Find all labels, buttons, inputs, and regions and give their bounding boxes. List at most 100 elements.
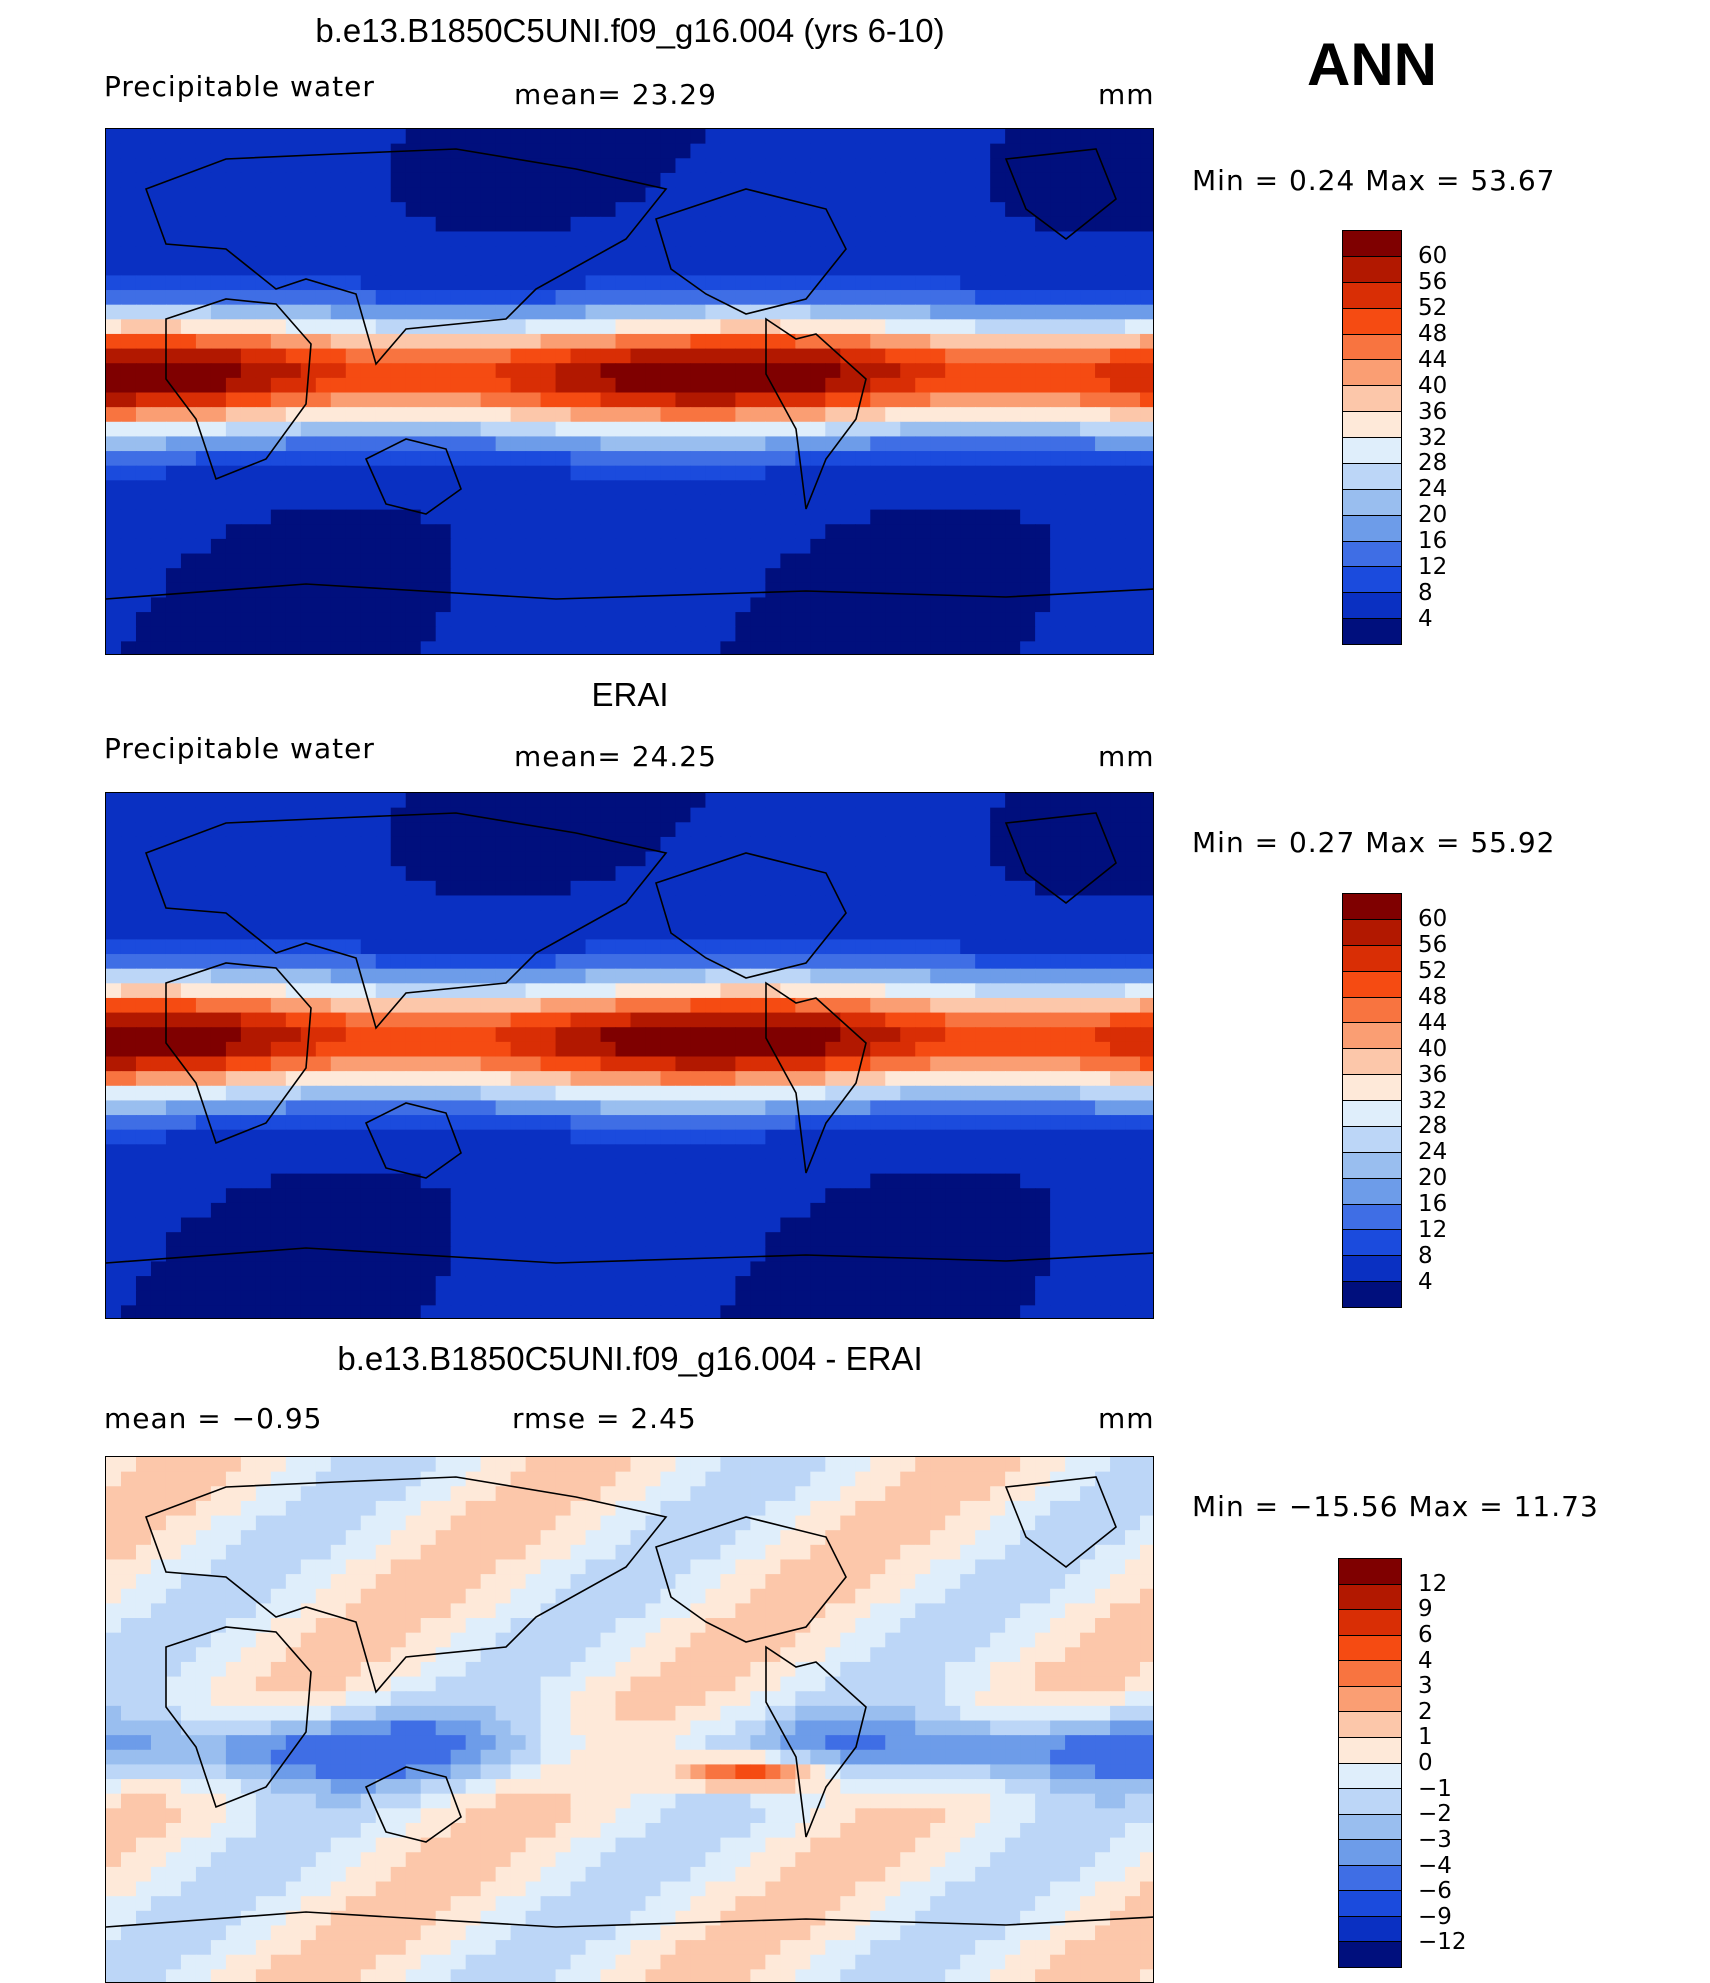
field-cell bbox=[286, 1100, 302, 1115]
field-cell bbox=[855, 969, 871, 984]
field-cell bbox=[196, 1188, 212, 1203]
field-cell bbox=[481, 129, 497, 144]
field-cell bbox=[406, 793, 422, 808]
field-cell bbox=[631, 144, 647, 159]
field-cell bbox=[975, 597, 991, 612]
field-cell bbox=[840, 925, 856, 940]
field-cell bbox=[945, 1100, 961, 1115]
field-cell bbox=[750, 1276, 766, 1291]
field-cell bbox=[1140, 554, 1154, 569]
field-cell bbox=[526, 246, 542, 261]
field-cell bbox=[780, 1247, 796, 1262]
field-cell bbox=[556, 1159, 572, 1174]
field-cell bbox=[1080, 866, 1096, 881]
field-cell bbox=[346, 852, 362, 867]
field-cell bbox=[436, 1174, 452, 1189]
field-cell bbox=[870, 1100, 886, 1115]
field-cell bbox=[421, 466, 437, 481]
field-cell bbox=[391, 349, 407, 364]
field-cell bbox=[945, 1218, 961, 1233]
field-cell bbox=[645, 451, 661, 466]
field-cell bbox=[990, 539, 1006, 554]
field-cell bbox=[526, 1013, 542, 1028]
field-cell bbox=[496, 231, 512, 246]
field-cell bbox=[750, 1247, 766, 1262]
field-cell bbox=[316, 793, 332, 808]
field-cell bbox=[421, 822, 437, 837]
field-cell bbox=[211, 231, 227, 246]
field-cell bbox=[705, 466, 721, 481]
field-cell bbox=[915, 144, 931, 159]
field-cell bbox=[616, 1291, 632, 1306]
field-cell bbox=[975, 910, 991, 925]
field-cell bbox=[675, 334, 691, 349]
field-cell bbox=[915, 1115, 931, 1130]
field-cell bbox=[571, 524, 587, 539]
field-cell bbox=[526, 451, 542, 466]
field-cell bbox=[241, 393, 257, 408]
field-cell bbox=[496, 1291, 512, 1306]
field-cell bbox=[496, 539, 512, 554]
field-cell bbox=[915, 378, 931, 393]
field-cell bbox=[720, 1086, 736, 1101]
field-cell bbox=[675, 1218, 691, 1233]
field-cell bbox=[571, 466, 587, 481]
field-cell bbox=[750, 480, 766, 495]
field-cell bbox=[526, 1115, 542, 1130]
field-cell bbox=[930, 641, 946, 655]
field-cell bbox=[211, 1188, 227, 1203]
field-cell bbox=[690, 173, 706, 188]
field-cell bbox=[436, 808, 452, 823]
field-cell bbox=[301, 925, 317, 940]
field-cell bbox=[301, 1232, 317, 1247]
field-cell bbox=[960, 568, 976, 583]
field-cell bbox=[211, 1013, 227, 1028]
field-cell bbox=[421, 480, 437, 495]
field-cell bbox=[571, 275, 587, 290]
field-cell bbox=[765, 158, 781, 173]
field-cell bbox=[391, 158, 407, 173]
field-cell bbox=[286, 641, 302, 655]
field-cell bbox=[406, 1276, 422, 1291]
field-cell bbox=[511, 1159, 527, 1174]
field-cell bbox=[481, 466, 497, 481]
field-cell bbox=[945, 612, 961, 627]
field-cell bbox=[466, 524, 482, 539]
field-cell bbox=[211, 188, 227, 203]
field-cell bbox=[241, 1276, 257, 1291]
field-cell bbox=[990, 319, 1006, 334]
field-cell bbox=[735, 217, 751, 232]
field-cell bbox=[840, 983, 856, 998]
field-cell bbox=[181, 1086, 197, 1101]
field-cell bbox=[226, 1203, 242, 1218]
field-cell bbox=[1020, 1130, 1036, 1145]
field-cell bbox=[181, 246, 197, 261]
field-cell bbox=[915, 188, 931, 203]
field-cell bbox=[705, 881, 721, 896]
field-cell bbox=[571, 1188, 587, 1203]
field-cell bbox=[750, 290, 766, 305]
field-cell bbox=[226, 554, 242, 569]
field-cell bbox=[376, 202, 392, 217]
field-cell bbox=[990, 910, 1006, 925]
field-cell bbox=[151, 407, 167, 422]
field-cell bbox=[975, 275, 991, 290]
field-cell bbox=[121, 1027, 137, 1042]
field-cell bbox=[511, 793, 527, 808]
field-cell bbox=[376, 275, 392, 290]
field-cell bbox=[660, 808, 676, 823]
field-cell bbox=[631, 422, 647, 437]
field-cell bbox=[1035, 261, 1051, 276]
field-cell bbox=[286, 1115, 302, 1130]
field-cell bbox=[136, 319, 152, 334]
field-cell bbox=[121, 808, 137, 823]
field-cell bbox=[720, 422, 736, 437]
field-cell bbox=[795, 217, 811, 232]
field-cell bbox=[481, 998, 497, 1013]
field-cell bbox=[1140, 852, 1154, 867]
field-cell bbox=[930, 1013, 946, 1028]
field-cell bbox=[421, 393, 437, 408]
field-cell bbox=[631, 597, 647, 612]
field-cell bbox=[346, 451, 362, 466]
field-cell bbox=[451, 983, 467, 998]
